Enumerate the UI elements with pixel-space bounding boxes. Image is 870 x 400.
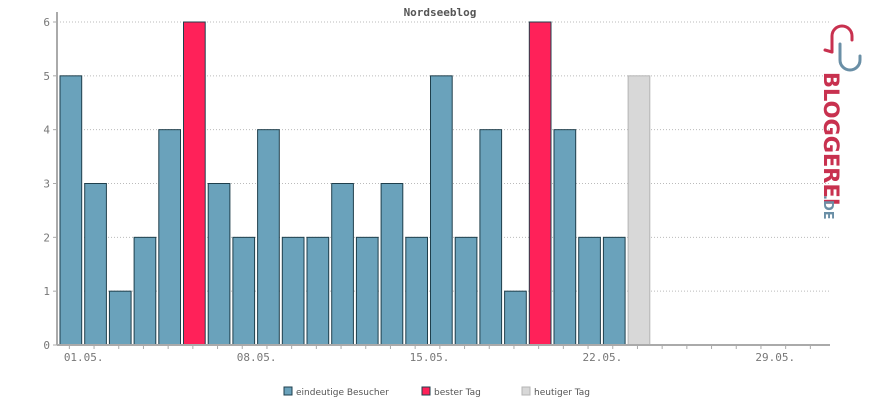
x-tick-label: 29.05. <box>755 351 795 364</box>
bar-visitors <box>380 183 404 346</box>
x-tick-label: 15.05. <box>410 351 450 364</box>
bar-best <box>183 21 206 346</box>
bar-visitors <box>504 290 527 346</box>
bar-visitors <box>331 183 354 346</box>
x-tick-label: 01.05. <box>64 351 104 364</box>
bar-visitors <box>257 129 280 346</box>
bar-visitors <box>108 290 132 346</box>
y-tick-label: 0 <box>43 339 50 352</box>
legend-swatch-best <box>421 386 431 396</box>
bar-visitors <box>207 183 231 346</box>
bar-visitors <box>59 75 83 346</box>
bar-visitors <box>578 236 601 346</box>
y-tick-label: 5 <box>43 70 50 83</box>
y-tick-label: 1 <box>43 285 50 298</box>
bar-visitors <box>553 129 577 346</box>
logo-mark-icon <box>823 24 862 72</box>
legend-label-visitors: eindeutige Besucher <box>296 388 389 398</box>
bloggerei-logo: BLOGGEREI .DE <box>819 24 862 220</box>
logo-text: BLOGGEREI <box>819 72 843 206</box>
bar-visitors <box>602 236 626 346</box>
y-tick-label: 4 <box>43 124 50 137</box>
x-tick-label: 22.05. <box>583 351 623 364</box>
legend-label-best: bester Tag <box>434 388 481 398</box>
bar-visitors <box>430 75 453 346</box>
legend-label-today: heutiger Tag <box>534 388 590 398</box>
bar-visitors <box>355 236 379 346</box>
bar-visitors <box>454 236 478 346</box>
bar-visitors <box>281 236 305 346</box>
legend-swatch-visitors <box>283 386 293 396</box>
bar-visitors <box>306 236 330 346</box>
y-tick-label: 2 <box>43 231 50 244</box>
y-tick-label: 6 <box>43 16 50 29</box>
bar-visitors <box>479 129 503 346</box>
y-axis: 0 1 2 3 4 5 6 <box>43 12 58 352</box>
bar-visitors <box>405 236 428 346</box>
bar-best <box>528 21 552 346</box>
logo-suffix: .DE <box>820 195 835 220</box>
bar-visitors <box>84 183 107 346</box>
legend: eindeutige Besucher bester Tag heutiger Ta… <box>283 386 590 398</box>
chart-title: Nordseeblog <box>404 6 477 19</box>
bar-visitors <box>158 129 182 346</box>
bar-today <box>627 75 651 346</box>
x-axis: 01.05. 08.05. 15.05. 22.05. 29.05. <box>57 344 830 364</box>
y-tick-label: 3 <box>43 178 50 191</box>
legend-swatch-today <box>521 386 531 396</box>
bar-visitors <box>232 236 256 346</box>
x-tick-label: 08.05. <box>237 351 277 364</box>
bar-visitors <box>133 236 157 346</box>
